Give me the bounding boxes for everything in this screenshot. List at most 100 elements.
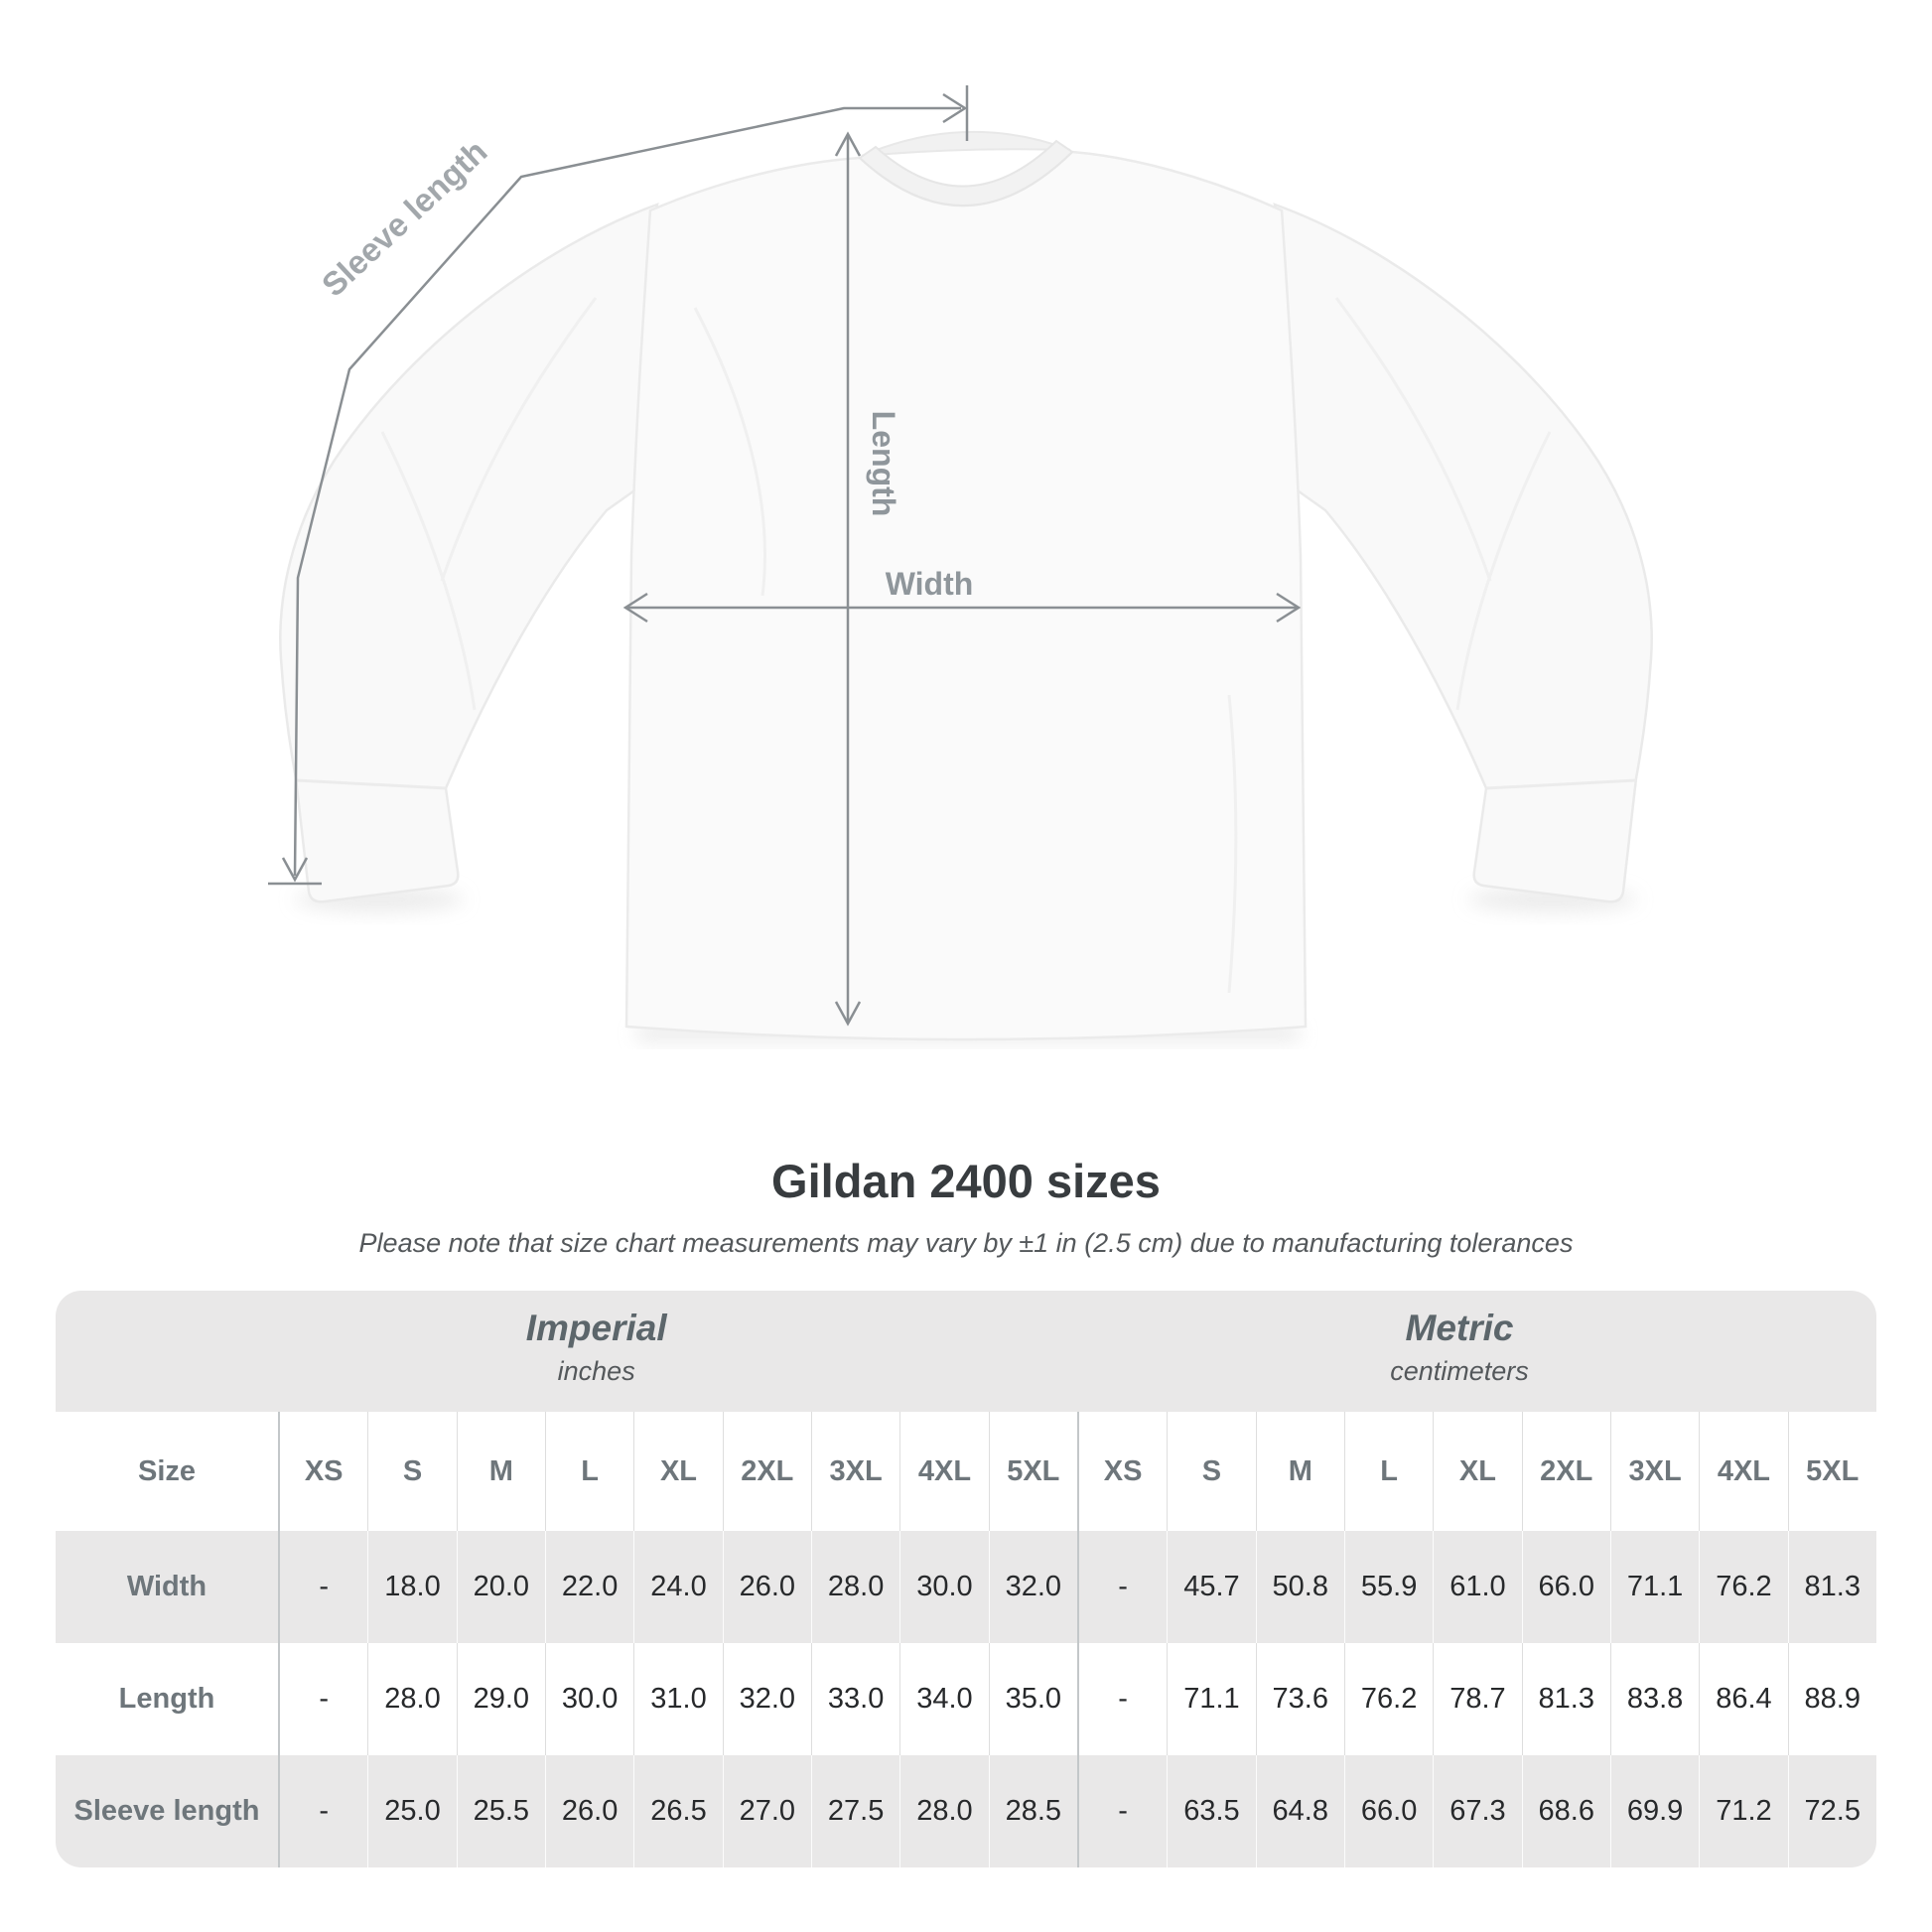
- value-cell: 72.5: [1787, 1755, 1876, 1867]
- tolerance-note: Please note that size chart measurements…: [358, 1228, 1574, 1258]
- value-cell: 28.5: [988, 1755, 1077, 1867]
- shirt-left-sleeve: [279, 203, 659, 903]
- table-row-sleeve-length: Sleeve length -25.0 25.5 26.0 26.5 27.0 27.5 2…: [56, 1755, 1876, 1867]
- shirt-collar: [858, 130, 1074, 207]
- value-cell: 20.0: [456, 1531, 545, 1643]
- value-cell: 30.0: [544, 1643, 633, 1755]
- row-label-length: Length: [118, 1683, 215, 1715]
- value-cell: -: [278, 1643, 367, 1755]
- imperial-unit: inches: [557, 1356, 635, 1386]
- row-sleeve-cells: -25.0 25.5 26.0 26.5 27.0 27.5 28.0 28.5-63.5 64…: [278, 1755, 1876, 1867]
- value-cell: 32.0: [722, 1643, 811, 1755]
- value-cell: 25.5: [456, 1755, 545, 1867]
- imperial-group-header: Imperial inches: [526, 1305, 667, 1390]
- metric-label: Metric: [1405, 1308, 1514, 1348]
- size-header-cell: S: [1167, 1412, 1255, 1531]
- length-label: Length: [866, 411, 901, 517]
- row-label-sleeve-length: Sleeve length: [73, 1795, 260, 1827]
- value-cell: 66.0: [1521, 1531, 1610, 1643]
- value-cell: 25.0: [367, 1755, 456, 1867]
- size-header-cell: 5XL: [988, 1412, 1077, 1531]
- length-arrow: Length: [834, 131, 901, 1027]
- value-cell: -: [278, 1531, 367, 1643]
- value-cell: -: [1076, 1643, 1167, 1755]
- size-header-cell: 2XL: [1521, 1412, 1610, 1531]
- value-cell: 71.2: [1699, 1755, 1787, 1867]
- size-header-cell: L: [1343, 1412, 1433, 1531]
- row-length-cells: -28.0 29.0 30.0 31.0 32.0 33.0 34.0 35.0-71.1 73…: [278, 1643, 1876, 1755]
- value-cell: 69.9: [1609, 1755, 1699, 1867]
- value-cell: 26.0: [544, 1755, 633, 1867]
- value-cell: 61.0: [1433, 1531, 1521, 1643]
- size-header-cell: S: [367, 1412, 456, 1531]
- value-cell: 26.5: [633, 1755, 722, 1867]
- value-cell: 83.8: [1609, 1643, 1699, 1755]
- value-cell: 27.0: [722, 1755, 811, 1867]
- value-cell: 55.9: [1343, 1531, 1433, 1643]
- width-arrow: Width: [622, 566, 1302, 623]
- value-cell: 27.5: [810, 1755, 899, 1867]
- value-cell: -: [278, 1755, 367, 1867]
- page-title: Gildan 2400 sizes: [771, 1155, 1161, 1207]
- value-cell: 29.0: [456, 1643, 545, 1755]
- value-cell: 73.6: [1255, 1643, 1344, 1755]
- value-cell: 64.8: [1255, 1755, 1344, 1867]
- value-cell: 63.5: [1167, 1755, 1255, 1867]
- shirt-illustration: Sleeve length Length Width: [268, 85, 1653, 1041]
- value-cell: 28.0: [810, 1531, 899, 1643]
- value-cell: 18.0: [367, 1531, 456, 1643]
- value-cell: 81.3: [1787, 1531, 1876, 1643]
- value-cell: 31.0: [633, 1643, 722, 1755]
- value-cell: 86.4: [1699, 1643, 1787, 1755]
- size-header-cell: 4XL: [1699, 1412, 1787, 1531]
- size-header-cell: M: [1255, 1412, 1344, 1531]
- value-cell: 28.0: [899, 1755, 988, 1867]
- size-header-cell: 3XL: [810, 1412, 899, 1531]
- metric-unit: centimeters: [1390, 1356, 1529, 1386]
- size-header-cell: 4XL: [899, 1412, 988, 1531]
- size-header-cell: 5XL: [1787, 1412, 1876, 1531]
- size-header-cell: XS: [1076, 1412, 1167, 1531]
- value-cell: 81.3: [1521, 1643, 1610, 1755]
- size-header-cell: M: [456, 1412, 545, 1531]
- size-header-cell: L: [544, 1412, 633, 1531]
- imperial-label: Imperial: [525, 1308, 667, 1348]
- value-cell: 30.0: [899, 1531, 988, 1643]
- value-cell: 88.9: [1787, 1643, 1876, 1755]
- value-cell: 50.8: [1255, 1531, 1344, 1643]
- value-cell: 22.0: [544, 1531, 633, 1643]
- sleeve-length-label: Sleeve length: [315, 133, 494, 304]
- size-column-header: Size: [137, 1454, 197, 1487]
- size-header-cells: XS S M L XL 2XL 3XL 4XL 5XL XS S M L XL 2XL 3XL 4XL 5XL: [278, 1412, 1876, 1531]
- value-cell: 66.0: [1343, 1755, 1433, 1867]
- size-header-cell: XL: [1433, 1412, 1521, 1531]
- metric-group-header: Metric centimeters: [1390, 1305, 1529, 1390]
- value-cell: 71.1: [1609, 1531, 1699, 1643]
- value-cell: 35.0: [988, 1643, 1077, 1755]
- value-cell: 34.0: [899, 1643, 988, 1755]
- fabric-folds: [380, 297, 1552, 994]
- value-cell: 68.6: [1521, 1755, 1610, 1867]
- unit-band: Imperial inches Metric centimeters: [56, 1291, 1876, 1412]
- row-width-cells: -18.0 20.0 22.0 24.0 26.0 28.0 30.0 32.0-45.7 50…: [278, 1531, 1876, 1643]
- table-row-length: Length -28.0 29.0 30.0 31.0 32.0 33.0 34.0 35.0…: [56, 1643, 1876, 1755]
- size-header-cell: XL: [633, 1412, 722, 1531]
- size-header-cell: 2XL: [722, 1412, 811, 1531]
- shirt-right-sleeve: [1273, 203, 1653, 903]
- value-cell: 26.0: [722, 1531, 811, 1643]
- value-cell: 76.2: [1699, 1531, 1787, 1643]
- value-cell: 45.7: [1167, 1531, 1255, 1643]
- size-header-cell: 3XL: [1609, 1412, 1699, 1531]
- value-cell: -: [1076, 1755, 1167, 1867]
- value-cell: 32.0: [988, 1531, 1077, 1643]
- value-cell: 24.0: [633, 1531, 722, 1643]
- value-cell: 33.0: [810, 1643, 899, 1755]
- value-cell: 76.2: [1343, 1643, 1433, 1755]
- value-cell: 71.1: [1167, 1643, 1255, 1755]
- width-label: Width: [886, 566, 974, 602]
- value-cell: 78.7: [1433, 1643, 1521, 1755]
- row-label-width: Width: [126, 1571, 207, 1602]
- value-cell: 28.0: [367, 1643, 456, 1755]
- size-header-cell: XS: [278, 1412, 367, 1531]
